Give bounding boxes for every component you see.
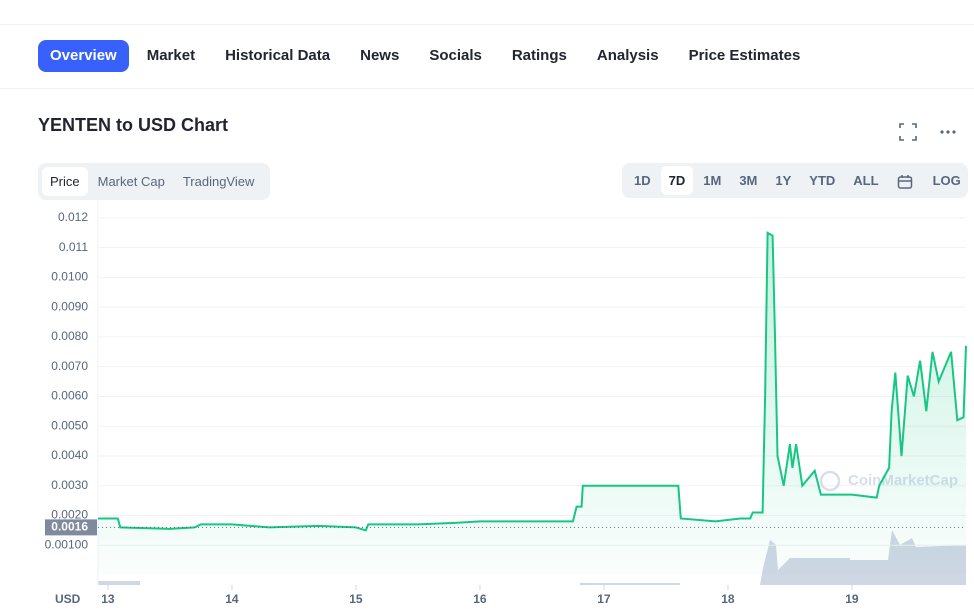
fullscreen-icon[interactable] [899,123,917,141]
y-tick-label: 0.0080 [51,329,88,343]
nav-bar: Overview Market Historical Data News Socials… [38,40,812,72]
chart-tab[interactable]: Price [42,167,88,196]
range-tab[interactable]: 7D [660,166,694,195]
nav-tab[interactable]: Ratings [511,47,567,64]
nav-tab[interactable]: Analysis [596,47,659,64]
y-tick-label: 0.0030 [51,478,88,492]
chart-tab[interactable]: TradingView [182,174,255,189]
x-tick-label: 14 [225,592,239,606]
y-unit-label: USD [55,592,81,606]
x-tick-label: 17 [597,592,611,606]
range-tab[interactable]: 1Y [775,173,792,188]
x-tick-label: 13 [101,592,115,606]
y-tick-label: 0.0060 [51,389,88,403]
nav-tab[interactable]: Market [146,47,196,64]
range-tab[interactable]: 1M [703,173,722,188]
y-tick-label: 0.0020 [51,508,88,522]
chart-tab[interactable]: Market Cap [97,174,165,189]
price-marker-label: 0.0016 [51,520,88,534]
chart-actions [899,123,956,141]
y-tick-label: 0.00100 [45,537,89,551]
y-tick-label: 0.0100 [51,270,88,284]
range-tab[interactable]: 3M [739,173,758,188]
x-tick-label: 19 [845,592,859,606]
nav-tab[interactable]: Historical Data [225,47,331,64]
y-tick-label: 0.0070 [51,359,88,373]
nav-tab[interactable]: Socials [429,47,482,64]
nav-tab[interactable]: Price Estimates [688,47,801,64]
price-chart: 0.00100 0.0020 0.0030 0.0040 0.0050 0.0060 0.0… [45,200,967,606]
log-toggle[interactable]: LOG [932,173,961,188]
top-border [0,24,974,25]
watermark-logo [819,470,841,492]
more-icon[interactable] [940,130,956,134]
area-fill [98,232,966,576]
range-tab[interactable]: 1D [634,173,651,188]
price-marker-box [45,519,97,536]
y-tick-label: 0.011 [59,240,88,254]
y-tick-label: 0.0050 [51,418,88,432]
range-tab[interactable]: YTD [809,173,836,188]
range-tab[interactable]: ALL [853,173,879,188]
nav-tab[interactable]: Overview [38,40,129,72]
nav-tab[interactable]: News [360,47,400,64]
range-tabs: 1D 7D 1M 3M 1Y YTD ALL LOG [622,163,968,198]
y-tick-label: 0.0040 [51,448,88,462]
volume-area [98,530,966,585]
calendar-button[interactable] [889,166,921,195]
chart-type-tabs: Price Market Cap TradingView [38,163,270,200]
x-tick-label: 18 [721,592,735,606]
price-line [98,231,967,532]
divider [0,88,974,89]
chart-title: YENTEN to USD Chart [38,115,229,135]
y-tick-label: 0.0090 [51,299,88,313]
x-tick-label: 16 [473,592,487,606]
x-tick-label: 15 [349,592,363,606]
y-tick-label: 0.012 [58,210,88,224]
